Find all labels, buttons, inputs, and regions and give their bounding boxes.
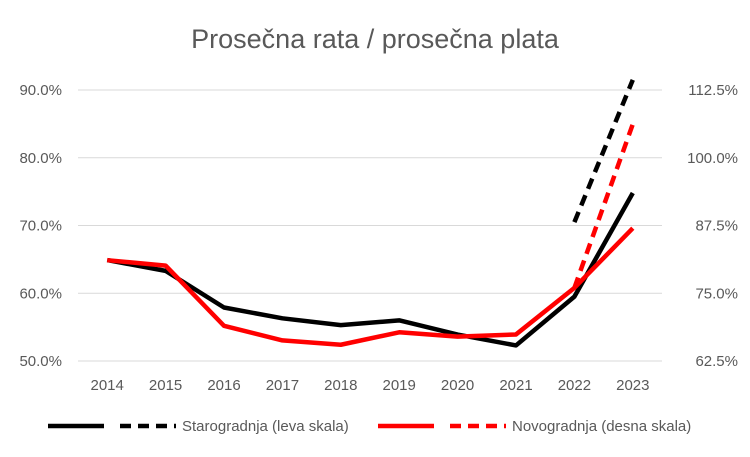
x-tick-label: 2018 <box>324 377 357 394</box>
left-tick-label: 60.0% <box>19 285 62 302</box>
x-tick-label: 2019 <box>383 377 416 394</box>
right-tick-label: 62.5% <box>695 353 738 370</box>
x-tick-label: 2017 <box>266 377 299 394</box>
x-axis-tick-labels: 2014 2015 2016 2017 2018 2019 2020 2021 2022 2023 <box>91 377 650 394</box>
legend-label: Starogradnja (leva skala) <box>182 418 349 435</box>
x-tick-label: 2022 <box>558 377 591 394</box>
x-tick-label: 2023 <box>616 377 649 394</box>
gridlines <box>78 89 662 362</box>
left-axis-tick-labels: 50.0% 60.0% 70.0% 80.0% 90.0% <box>19 82 62 370</box>
right-tick-label: 100.0% <box>687 150 738 167</box>
legend-label: Novogradnja (desna skala) <box>512 418 691 435</box>
right-tick-label: 75.0% <box>695 285 738 302</box>
left-tick-label: 70.0% <box>19 218 62 235</box>
left-tick-label: 50.0% <box>19 353 62 370</box>
right-tick-label: 87.5% <box>695 218 738 235</box>
x-tick-label: 2016 <box>207 377 240 394</box>
right-tick-label: 112.5% <box>688 82 738 99</box>
series-2-line <box>106 226 635 347</box>
series-1-dashed-line <box>572 78 635 223</box>
chart-title: Prosečna rata / prosečna plata <box>191 24 560 54</box>
left-tick-label: 80.0% <box>19 150 62 167</box>
series-1-line <box>106 191 635 348</box>
legend: Starogradnja (leva skala) Novogradnja (de… <box>48 418 691 435</box>
x-tick-label: 2014 <box>91 377 124 394</box>
left-tick-label: 90.0% <box>19 82 62 99</box>
right-axis-tick-labels: 62.5% 75.0% 87.5% 100.0% 112.5% <box>687 82 738 370</box>
series-2-dashed-line <box>572 123 635 289</box>
x-tick-label: 2020 <box>441 377 474 394</box>
series-lines <box>106 78 635 348</box>
x-tick-label: 2015 <box>149 377 182 394</box>
x-tick-label: 2021 <box>499 377 532 394</box>
